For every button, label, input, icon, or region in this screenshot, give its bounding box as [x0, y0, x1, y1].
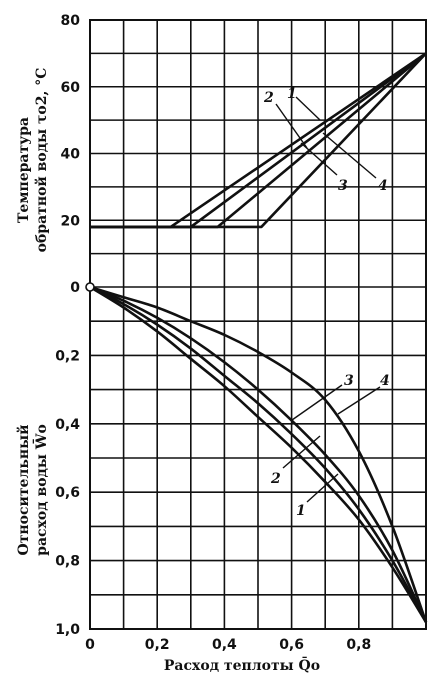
leader-lower-1 — [306, 473, 339, 503]
x-tick-label: 0 — [85, 637, 95, 653]
lower-y-tick-label: 0,4 — [55, 417, 80, 433]
callout-lower-4: 4 — [380, 373, 390, 389]
upper-y-tick-label: 80 — [61, 13, 81, 29]
x-tick-label: 0,2 — [145, 637, 170, 653]
leader-upper-2 — [275, 103, 308, 149]
lower-series-line-2 — [89, 285, 428, 623]
callout-upper-1: 1 — [287, 86, 297, 102]
x-tick-label: 0,8 — [346, 637, 371, 653]
x-tick-label: 0,6 — [279, 637, 304, 653]
lower-series-line-1 — [89, 285, 428, 623]
lower-series-line-3 — [89, 285, 428, 623]
leader-lower-4 — [337, 386, 381, 415]
lower-y-tick-label: 1,0 — [55, 622, 80, 638]
lower-y-tick-label: 0,8 — [55, 554, 80, 570]
lower-y-tick-label: 0,2 — [55, 348, 80, 364]
upper-y-tick-label: 40 — [61, 147, 81, 163]
callout-lower-3: 3 — [344, 373, 354, 389]
leader-lower-3 — [291, 384, 343, 421]
callout-upper-2: 2 — [263, 90, 274, 106]
upper-series-line-4 — [90, 52, 427, 229]
lower-ylabel-line1: Относительный — [15, 425, 32, 556]
upper-callouts: 2 1 3 4 — [263, 86, 388, 194]
x-tick-label: 0,4 — [212, 637, 237, 653]
callout-lower-1: 1 — [296, 503, 306, 519]
tick-labels: 80 60 40 20 0 0,2 0,4 0,6 0,8 1,0 0 0,2 0,4 0,6 0,8 — [55, 13, 371, 653]
lower-ylabel-line2: расход воды W̄o — [31, 424, 50, 556]
lower-y-tick-label: 0,6 — [55, 485, 80, 501]
upper-ylabel-line2: обратной воды τo2, °C — [33, 68, 50, 253]
x-axis-label: Расход теплоты Q̄o — [164, 655, 320, 674]
origin-marker — [85, 282, 95, 292]
lower-series-line-4 — [89, 285, 428, 623]
callout-upper-3: 3 — [338, 178, 348, 194]
lower-y-tick-label: 0 — [70, 280, 80, 296]
callout-lower-2: 2 — [270, 471, 281, 487]
lower-callouts: 3 4 2 1 — [270, 373, 390, 519]
upper-ylabel-line1: Температура — [16, 117, 32, 223]
grid — [90, 20, 426, 629]
leader-upper-4 — [322, 132, 377, 179]
leader-upper-1 — [295, 96, 321, 121]
upper-y-tick-label: 20 — [61, 213, 81, 229]
curves — [89, 52, 428, 623]
upper-y-tick-label: 60 — [61, 80, 81, 96]
callout-upper-4: 4 — [378, 178, 388, 194]
leader-lower-2 — [282, 435, 321, 469]
leader-upper-3 — [300, 142, 338, 176]
plot-frame — [89, 19, 427, 630]
